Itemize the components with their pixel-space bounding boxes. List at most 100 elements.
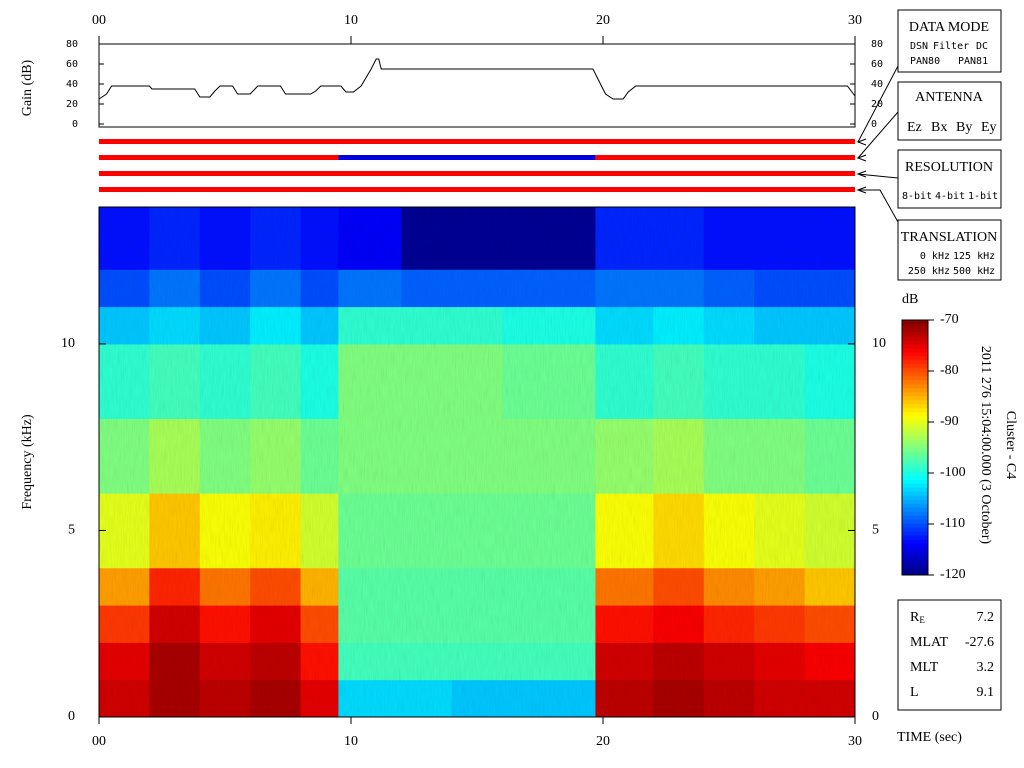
- colorbar-step: [902, 403, 928, 409]
- colorbar-step: [902, 495, 928, 500]
- colorbar-frame: [901, 319, 929, 576]
- connectors: [856, 65, 899, 223]
- y-tick-label: 60: [871, 59, 883, 70]
- colorbar-step: [902, 323, 928, 329]
- status-segment: [595, 155, 855, 160]
- freq-label: Frequency (kHz): [20, 414, 35, 510]
- colorbar-step: [902, 443, 928, 448]
- colorbar-step: [902, 387, 928, 393]
- timestamp: 2011 276 15:04:00.000 (3 October): [978, 346, 993, 545]
- colorbar-step: [902, 519, 928, 524]
- colorbar-step: [902, 435, 928, 441]
- colorbar-step: [902, 467, 928, 472]
- colorbar-step: [902, 471, 928, 476]
- colorbar-step: [902, 391, 928, 397]
- colorbar-label: dB: [902, 292, 918, 307]
- legend-item: 0 kHz: [920, 251, 950, 262]
- colorbar-step: [902, 455, 928, 460]
- legend-item: 4-bit: [935, 191, 965, 202]
- x-tick-label: 30: [848, 734, 862, 749]
- orbit-label: MLT: [910, 660, 939, 675]
- y-tick-label: 10: [61, 336, 75, 351]
- colorbar-step: [902, 431, 928, 437]
- colorbar-step: [902, 411, 928, 417]
- colorbar-step: [902, 547, 928, 552]
- panel-title: RESOLUTION: [905, 160, 993, 175]
- colorbar-step: [902, 475, 928, 480]
- panel: [897, 81, 1002, 141]
- x-tick-label: 00: [92, 734, 106, 749]
- colorbar: [902, 320, 928, 576]
- colorbar-step: [902, 427, 928, 433]
- colorbar-step: [902, 487, 928, 492]
- y-tick-label: 0: [871, 119, 877, 130]
- orbit-label: RE: [910, 610, 925, 625]
- orbit-label-sub: E: [919, 615, 925, 625]
- colorbar-step: [902, 367, 928, 373]
- y-tick-label: 5: [68, 523, 75, 538]
- y-tick-label: 60: [66, 59, 78, 70]
- colorbar-step: [902, 551, 928, 556]
- colorbar-step: [902, 491, 928, 496]
- colorbar-step: [902, 383, 928, 389]
- colorbar-step: [902, 415, 928, 421]
- colorbar-step: [902, 407, 928, 413]
- y-tick-label: 5: [872, 523, 879, 538]
- colorbar-step: [902, 479, 928, 484]
- spacecraft: Cluster - C4: [1003, 411, 1018, 479]
- colorbar-step: [902, 571, 928, 576]
- y-tick-label: 20: [871, 99, 883, 110]
- legend-item: DC: [976, 41, 988, 52]
- legend-item: PAN80: [910, 56, 940, 67]
- legend-item: 500 kHz: [953, 266, 995, 277]
- colorbar-step: [902, 395, 928, 401]
- legend-item: Ez: [907, 120, 922, 135]
- colorbar-step: [902, 463, 928, 468]
- panel: [897, 219, 1002, 281]
- status-segment: [99, 139, 855, 144]
- y-tick-label: 80: [66, 39, 78, 50]
- colorbar-step: [902, 331, 928, 337]
- colorbar-step: [902, 355, 928, 361]
- y-tick-label: 40: [66, 79, 78, 90]
- orbit-value: 7.2: [977, 610, 995, 625]
- colorbar-step: [902, 359, 928, 365]
- y-tick-label: 40: [871, 79, 883, 90]
- colorbar-step: [902, 567, 928, 572]
- legend-item: 125 kHz: [953, 251, 995, 262]
- orbit-value: 9.1: [977, 685, 995, 700]
- colorbar-step: [902, 363, 928, 369]
- gain-frame: [98, 43, 856, 128]
- colorbar-step: [902, 399, 928, 405]
- x-label: TIME (sec): [897, 730, 962, 745]
- legend-item: DSN: [910, 41, 928, 52]
- colorbar-step: [902, 375, 928, 381]
- orbit-value: -27.6: [965, 635, 994, 650]
- colorbar-step: [902, 379, 928, 385]
- status-segment: [99, 155, 339, 160]
- texture: [99, 207, 855, 717]
- colorbar-step: [902, 507, 928, 512]
- status-segment: [338, 155, 596, 160]
- colorbar-step: [902, 515, 928, 520]
- colorbar-step: [902, 447, 928, 452]
- panel: [897, 149, 1002, 209]
- legend-item: 250 kHz: [908, 266, 950, 277]
- colorbar-step: [902, 451, 928, 456]
- legend-item: PAN81: [958, 56, 988, 67]
- x-tick-label: 30: [848, 13, 862, 28]
- y-tick-label: 80: [871, 39, 883, 50]
- colorbar-tick-label: -100: [940, 465, 966, 480]
- legend-item: Bx: [931, 120, 947, 135]
- colorbar-step: [902, 511, 928, 516]
- colorbar-step: [902, 563, 928, 568]
- x-tick-label: 20: [596, 734, 610, 749]
- y-tick-label: 20: [66, 99, 78, 110]
- colorbar-step: [902, 523, 928, 528]
- colorbar-step: [902, 499, 928, 504]
- orbit-label: MLAT: [910, 635, 949, 650]
- colorbar-step: [902, 539, 928, 544]
- y-tick-label: 0: [72, 119, 78, 130]
- colorbar-step: [902, 351, 928, 357]
- orbit-label: L: [910, 685, 919, 700]
